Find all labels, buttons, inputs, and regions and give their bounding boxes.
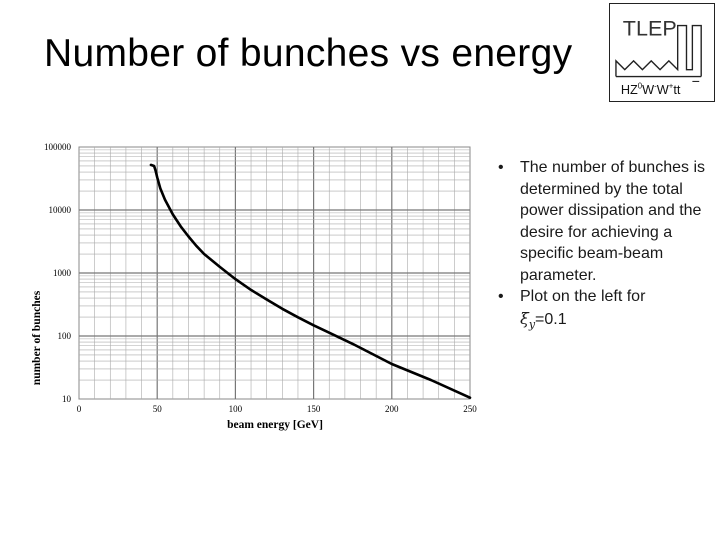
bullet-text-1: The number of bunches is determined by t… <box>520 159 705 284</box>
bullet-text-2: Plot on the left for <box>520 288 646 305</box>
y-tick-label: 100 <box>58 331 72 341</box>
logo-name: TLEP <box>623 15 677 40</box>
bullet-list: • The number of bunches is determined by… <box>496 157 716 335</box>
y-axis-label: number of bunches <box>31 290 43 385</box>
x-tick-label: 50 <box>153 404 163 414</box>
grid <box>78 146 471 400</box>
bullet-dot-icon: • <box>498 159 504 176</box>
y-tick-label: 1000 <box>53 268 72 278</box>
x-tick-label: 100 <box>229 404 243 414</box>
x-tick-label: 200 <box>385 404 399 414</box>
bullet-dot-icon: • <box>498 288 504 305</box>
tlep-logo: TLEP HZ0W-W+tt <box>609 3 715 102</box>
y-tick-label: 100000 <box>44 142 72 152</box>
y-tick-labels: 10 100 1000 10000 100000 <box>44 142 72 404</box>
xi-symbol: ξy <box>520 308 536 331</box>
xi-value: =0.1 <box>535 310 567 328</box>
x-axis-label: beam energy [GeV] <box>227 419 323 431</box>
bunches-vs-energy-chart: 10 100 1000 10000 100000 0 50 100 150 200 250 bea… <box>31 142 478 431</box>
y-tick-label: 10 <box>62 394 72 404</box>
series-layer <box>149 163 472 400</box>
y-tick-label: 10000 <box>49 205 72 215</box>
bullet-item-1: • The number of bunches is determined by… <box>496 157 716 286</box>
x-tick-labels: 0 50 100 150 200 250 <box>77 404 478 414</box>
logo-particles: HZ0W-W+tt <box>621 81 681 97</box>
factory-icon <box>615 24 702 78</box>
bullet-item-2: • Plot on the left for ξy=0.1 <box>496 286 716 335</box>
x-tick-label: 250 <box>463 404 477 414</box>
x-tick-label: 150 <box>307 404 321 414</box>
slide-title: Number of bunches vs energy <box>44 32 573 75</box>
x-tick-label: 0 <box>77 404 82 414</box>
series-line <box>149 163 472 400</box>
